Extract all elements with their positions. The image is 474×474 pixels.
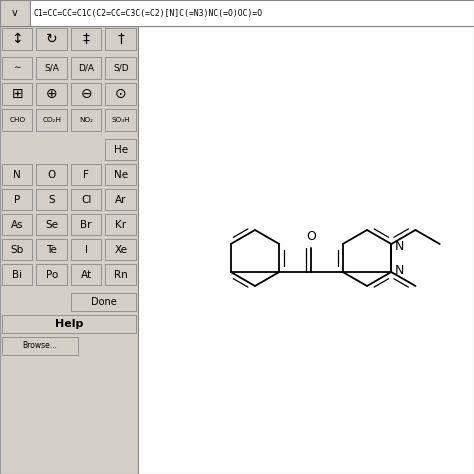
Bar xyxy=(71,83,101,105)
Bar xyxy=(106,83,136,105)
Text: Browse...: Browse... xyxy=(23,341,57,350)
Text: As: As xyxy=(11,219,24,229)
Bar xyxy=(106,214,136,235)
Text: v: v xyxy=(12,8,18,18)
Bar xyxy=(2,337,78,355)
Text: Ar: Ar xyxy=(115,194,127,204)
Text: ⊙: ⊙ xyxy=(115,87,127,101)
Bar xyxy=(138,26,474,474)
Text: Br: Br xyxy=(81,219,92,229)
Bar xyxy=(36,164,67,185)
Text: F: F xyxy=(83,170,89,180)
Bar xyxy=(36,264,67,285)
Text: Rn: Rn xyxy=(114,270,128,280)
Bar xyxy=(71,239,101,260)
Bar xyxy=(2,214,33,235)
Text: ∼: ∼ xyxy=(13,64,21,73)
Text: Se: Se xyxy=(45,219,58,229)
Text: Done: Done xyxy=(91,297,117,307)
Bar xyxy=(2,264,33,285)
Bar xyxy=(30,0,474,26)
Bar xyxy=(106,28,136,50)
Bar xyxy=(71,189,101,210)
Text: ↻: ↻ xyxy=(46,32,57,46)
Bar xyxy=(2,239,33,260)
Bar xyxy=(36,239,67,260)
Text: CHO: CHO xyxy=(9,117,25,123)
Text: ‡: ‡ xyxy=(83,32,90,46)
Bar xyxy=(2,109,33,131)
Bar xyxy=(106,164,136,185)
Text: He: He xyxy=(114,145,128,155)
Bar xyxy=(71,139,101,160)
Text: NO₂: NO₂ xyxy=(79,117,93,123)
Bar xyxy=(2,57,33,79)
Text: N: N xyxy=(395,264,405,276)
Bar xyxy=(2,315,136,333)
Text: Sb: Sb xyxy=(10,245,24,255)
Bar xyxy=(106,109,136,131)
Bar xyxy=(71,214,101,235)
Bar xyxy=(106,139,136,160)
Bar xyxy=(36,28,67,50)
Text: P: P xyxy=(14,194,20,204)
Text: †: † xyxy=(117,32,124,46)
Bar xyxy=(2,189,33,210)
Bar xyxy=(36,139,67,160)
Bar xyxy=(71,28,101,50)
Text: Ne: Ne xyxy=(114,170,128,180)
Text: S/D: S/D xyxy=(113,64,128,73)
Bar xyxy=(2,83,33,105)
Bar xyxy=(0,0,30,26)
Text: D/A: D/A xyxy=(78,64,94,73)
Bar xyxy=(71,264,101,285)
Bar xyxy=(36,83,67,105)
Text: O: O xyxy=(47,170,56,180)
Text: N: N xyxy=(395,239,405,253)
Text: Cl: Cl xyxy=(81,194,91,204)
Bar xyxy=(106,239,136,260)
Bar xyxy=(106,264,136,285)
Text: SO₃H: SO₃H xyxy=(111,117,130,123)
Bar xyxy=(106,189,136,210)
Text: Xe: Xe xyxy=(114,245,127,255)
Bar xyxy=(36,214,67,235)
Bar xyxy=(0,26,138,474)
Text: N: N xyxy=(13,170,21,180)
Text: ↕: ↕ xyxy=(11,32,23,46)
Text: Te: Te xyxy=(46,245,57,255)
Text: CO₂H: CO₂H xyxy=(42,117,61,123)
Bar xyxy=(71,164,101,185)
Bar xyxy=(2,139,33,160)
Text: Bi: Bi xyxy=(12,270,22,280)
Bar xyxy=(71,293,136,311)
Text: ⊞: ⊞ xyxy=(11,87,23,101)
Text: ⊕: ⊕ xyxy=(46,87,57,101)
Text: I: I xyxy=(85,245,88,255)
Text: Kr: Kr xyxy=(115,219,126,229)
Bar xyxy=(106,57,136,79)
Bar xyxy=(71,57,101,79)
Text: At: At xyxy=(81,270,92,280)
Text: O: O xyxy=(306,230,316,243)
Bar xyxy=(71,109,101,131)
Bar xyxy=(2,164,33,185)
Bar xyxy=(36,57,67,79)
Text: Help: Help xyxy=(55,319,83,329)
Text: S: S xyxy=(48,194,55,204)
Bar xyxy=(2,28,33,50)
Text: S/A: S/A xyxy=(44,64,59,73)
Text: ⊖: ⊖ xyxy=(81,87,92,101)
Bar xyxy=(36,189,67,210)
Bar xyxy=(36,109,67,131)
Text: C1=CC=CC=C1C(C2=CC=C3C(=C2)[N]C(=N3)NC(=O)OC)=O: C1=CC=CC=C1C(C2=CC=C3C(=C2)[N]C(=N3)NC(=… xyxy=(34,9,263,18)
Text: Po: Po xyxy=(46,270,58,280)
